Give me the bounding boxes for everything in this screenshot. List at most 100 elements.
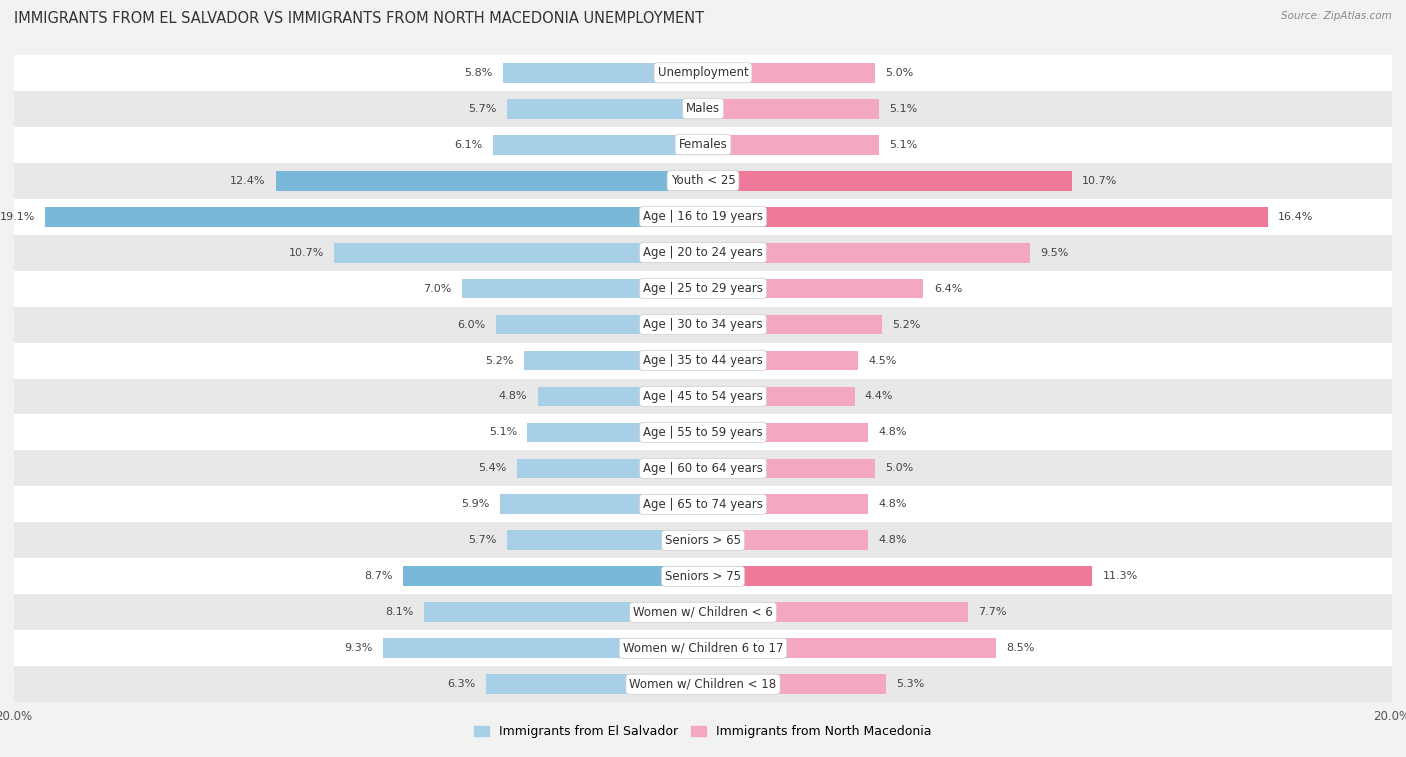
Bar bbox=[0, 522, 1406, 559]
Bar bbox=[703, 315, 882, 335]
Bar bbox=[703, 171, 1071, 191]
Text: 10.7%: 10.7% bbox=[288, 248, 323, 257]
Text: Age | 60 to 64 years: Age | 60 to 64 years bbox=[643, 462, 763, 475]
Bar bbox=[517, 459, 703, 478]
Bar bbox=[703, 638, 995, 658]
Text: Females: Females bbox=[679, 139, 727, 151]
Text: 6.4%: 6.4% bbox=[934, 284, 962, 294]
Bar bbox=[461, 279, 703, 298]
Text: Age | 30 to 34 years: Age | 30 to 34 years bbox=[643, 318, 763, 331]
Text: 5.0%: 5.0% bbox=[886, 463, 914, 473]
Bar bbox=[45, 207, 703, 226]
Bar bbox=[425, 603, 703, 622]
Text: 4.8%: 4.8% bbox=[879, 428, 907, 438]
Text: 8.5%: 8.5% bbox=[1007, 643, 1035, 653]
Text: Age | 16 to 19 years: Age | 16 to 19 years bbox=[643, 210, 763, 223]
Text: Youth < 25: Youth < 25 bbox=[671, 174, 735, 187]
Text: 5.1%: 5.1% bbox=[889, 104, 917, 114]
Text: Age | 35 to 44 years: Age | 35 to 44 years bbox=[643, 354, 763, 367]
Text: Women w/ Children < 6: Women w/ Children < 6 bbox=[633, 606, 773, 618]
Bar bbox=[0, 91, 1406, 126]
Text: Seniors > 65: Seniors > 65 bbox=[665, 534, 741, 547]
Text: Women w/ Children 6 to 17: Women w/ Children 6 to 17 bbox=[623, 642, 783, 655]
Bar bbox=[0, 307, 1406, 342]
Text: 8.7%: 8.7% bbox=[364, 572, 392, 581]
Text: 6.0%: 6.0% bbox=[458, 319, 486, 329]
Text: 11.3%: 11.3% bbox=[1102, 572, 1137, 581]
Text: 19.1%: 19.1% bbox=[0, 212, 35, 222]
Text: 6.1%: 6.1% bbox=[454, 140, 482, 150]
Bar bbox=[486, 674, 703, 694]
Bar bbox=[703, 566, 1092, 586]
Text: Males: Males bbox=[686, 102, 720, 115]
Text: Age | 25 to 29 years: Age | 25 to 29 years bbox=[643, 282, 763, 295]
Bar bbox=[503, 63, 703, 83]
Text: 4.8%: 4.8% bbox=[879, 535, 907, 545]
Bar bbox=[524, 350, 703, 370]
Text: Source: ZipAtlas.com: Source: ZipAtlas.com bbox=[1281, 11, 1392, 21]
Bar bbox=[0, 559, 1406, 594]
Bar bbox=[537, 387, 703, 407]
Bar bbox=[0, 594, 1406, 631]
Text: IMMIGRANTS FROM EL SALVADOR VS IMMIGRANTS FROM NORTH MACEDONIA UNEMPLOYMENT: IMMIGRANTS FROM EL SALVADOR VS IMMIGRANT… bbox=[14, 11, 704, 26]
Bar bbox=[703, 603, 969, 622]
Text: Seniors > 75: Seniors > 75 bbox=[665, 570, 741, 583]
Text: Women w/ Children < 18: Women w/ Children < 18 bbox=[630, 678, 776, 690]
Text: 5.1%: 5.1% bbox=[489, 428, 517, 438]
Bar bbox=[0, 235, 1406, 270]
Bar bbox=[0, 415, 1406, 450]
Text: Age | 45 to 54 years: Age | 45 to 54 years bbox=[643, 390, 763, 403]
Bar bbox=[0, 163, 1406, 198]
Bar bbox=[404, 566, 703, 586]
Text: 5.2%: 5.2% bbox=[485, 356, 513, 366]
Bar bbox=[703, 494, 869, 514]
Text: 7.0%: 7.0% bbox=[423, 284, 451, 294]
Text: Unemployment: Unemployment bbox=[658, 67, 748, 79]
Bar bbox=[0, 666, 1406, 702]
Text: 8.1%: 8.1% bbox=[385, 607, 413, 617]
Bar bbox=[703, 63, 875, 83]
Bar bbox=[527, 422, 703, 442]
Text: 12.4%: 12.4% bbox=[231, 176, 266, 185]
Text: 16.4%: 16.4% bbox=[1278, 212, 1313, 222]
Text: 5.3%: 5.3% bbox=[896, 679, 924, 689]
Bar bbox=[382, 638, 703, 658]
Text: 4.4%: 4.4% bbox=[865, 391, 893, 401]
Bar bbox=[0, 378, 1406, 415]
Bar bbox=[276, 171, 703, 191]
Text: 4.5%: 4.5% bbox=[869, 356, 897, 366]
Text: Age | 55 to 59 years: Age | 55 to 59 years bbox=[643, 426, 763, 439]
Text: 9.5%: 9.5% bbox=[1040, 248, 1069, 257]
Text: 6.3%: 6.3% bbox=[447, 679, 475, 689]
Bar bbox=[0, 631, 1406, 666]
Bar bbox=[335, 243, 703, 263]
Bar bbox=[0, 198, 1406, 235]
Bar bbox=[703, 243, 1031, 263]
Bar bbox=[703, 387, 855, 407]
Bar bbox=[703, 531, 869, 550]
Bar bbox=[703, 350, 858, 370]
Text: Age | 20 to 24 years: Age | 20 to 24 years bbox=[643, 246, 763, 259]
Bar bbox=[0, 270, 1406, 307]
Bar bbox=[703, 99, 879, 119]
Text: 5.0%: 5.0% bbox=[886, 68, 914, 78]
Bar bbox=[703, 674, 886, 694]
Text: 5.9%: 5.9% bbox=[461, 500, 489, 509]
Legend: Immigrants from El Salvador, Immigrants from North Macedonia: Immigrants from El Salvador, Immigrants … bbox=[470, 721, 936, 743]
Bar bbox=[703, 207, 1268, 226]
Bar bbox=[0, 342, 1406, 378]
Text: Age | 65 to 74 years: Age | 65 to 74 years bbox=[643, 498, 763, 511]
Text: 10.7%: 10.7% bbox=[1083, 176, 1118, 185]
Bar bbox=[496, 315, 703, 335]
Bar bbox=[0, 487, 1406, 522]
Text: 5.1%: 5.1% bbox=[889, 140, 917, 150]
Bar bbox=[494, 135, 703, 154]
Text: 4.8%: 4.8% bbox=[879, 500, 907, 509]
Bar bbox=[703, 459, 875, 478]
Bar bbox=[703, 279, 924, 298]
Bar bbox=[506, 531, 703, 550]
Bar bbox=[506, 99, 703, 119]
Text: 4.8%: 4.8% bbox=[499, 391, 527, 401]
Text: 5.7%: 5.7% bbox=[468, 104, 496, 114]
Text: 5.2%: 5.2% bbox=[893, 319, 921, 329]
